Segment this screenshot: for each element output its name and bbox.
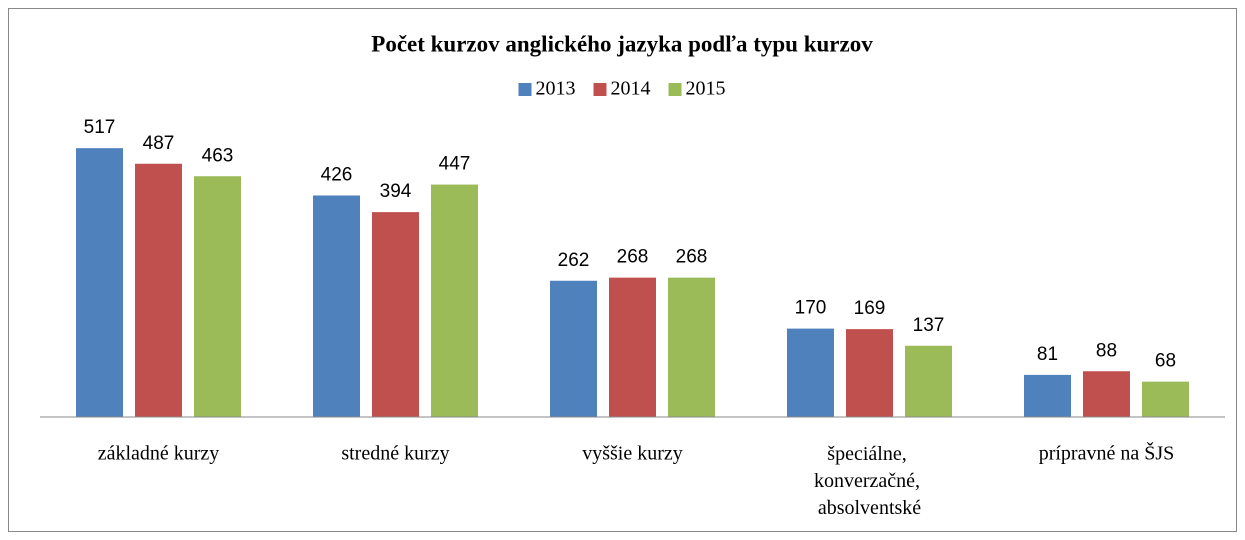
data-label: 394 (380, 181, 412, 202)
x-tick-label: špeciálne, konverzačné, absolventské (814, 443, 925, 519)
data-label: 487 (143, 133, 175, 154)
data-label: 268 (676, 247, 708, 268)
data-label: 169 (854, 298, 886, 319)
data-label: 517 (84, 117, 116, 138)
x-tick-label: stredné kurzy (341, 443, 449, 465)
data-label: 88 (1096, 340, 1117, 361)
bar (1083, 371, 1130, 417)
legend-label: 2014 (611, 78, 651, 100)
data-label: 137 (913, 315, 945, 336)
data-label: 447 (439, 154, 471, 175)
chart-title: Počet kurzov anglického jazyka podľa typ… (371, 31, 873, 56)
bar (550, 280, 597, 417)
legend-swatch (593, 83, 607, 96)
data-label: 426 (321, 164, 353, 185)
bar (1142, 381, 1189, 417)
bar (1024, 374, 1071, 417)
legend-label: 2015 (686, 78, 726, 100)
bar (194, 176, 241, 417)
data-label: 170 (795, 298, 827, 319)
x-tick-label: základné kurzy (98, 443, 220, 465)
bar (313, 195, 360, 417)
x-tick-label: vyššie kurzy (582, 443, 683, 465)
bar (76, 148, 123, 417)
bar (372, 212, 419, 417)
legend: 2013 2014 2015 (518, 78, 726, 100)
bar (787, 328, 834, 417)
x-tick-label: prípravné na ŠJS (1039, 441, 1175, 465)
bar (609, 277, 656, 417)
data-label: 463 (202, 145, 234, 166)
bar (668, 277, 715, 417)
data-label: 268 (617, 247, 649, 268)
data-label: 262 (558, 250, 590, 271)
legend-swatch (518, 83, 532, 96)
legend-label: 2013 (536, 78, 576, 100)
data-label: 68 (1155, 351, 1176, 372)
legend-swatch (668, 83, 682, 96)
bar (431, 184, 478, 417)
bar (135, 163, 182, 417)
bar (846, 329, 893, 417)
data-label: 81 (1037, 344, 1058, 365)
bar (905, 345, 952, 417)
